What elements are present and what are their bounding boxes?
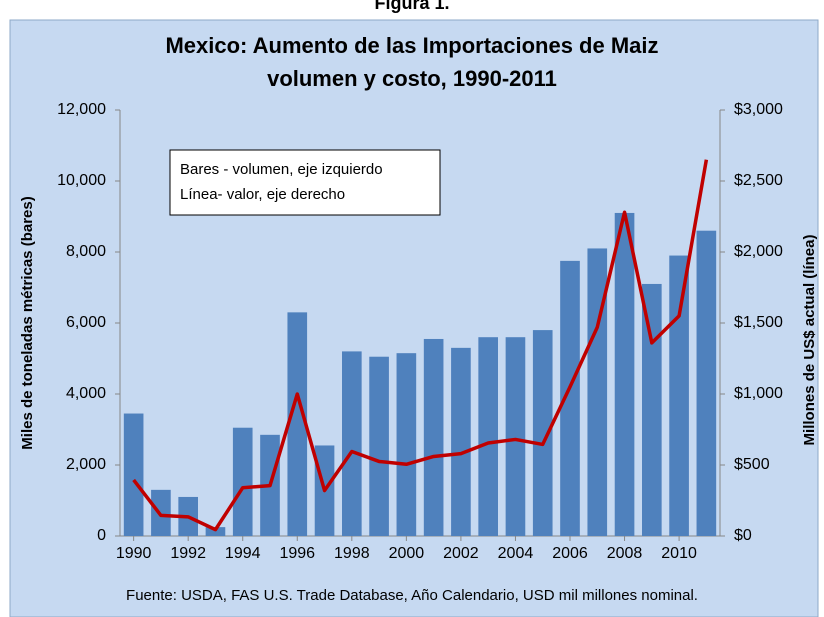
y2-tick-label: $0 (734, 527, 752, 544)
bar (478, 337, 498, 536)
chart-title: volumen y costo, 1990-2011 (267, 66, 557, 91)
bar (369, 356, 389, 536)
legend-box (169, 149, 441, 216)
y-tick-label: 8,000 (66, 243, 106, 260)
bar (451, 347, 471, 536)
x-tick-label: 1998 (334, 545, 370, 562)
bar (423, 338, 444, 536)
bar (560, 260, 580, 536)
y-tick-label: 0 (97, 527, 106, 544)
figure-label: Figura 1. (374, 0, 449, 13)
source-note: Fuente: USDA, FAS U.S. Trade Database, A… (126, 587, 698, 604)
bar (396, 353, 417, 536)
x-tick-label: 1992 (170, 545, 206, 562)
y2-tick-label: $3,000 (734, 101, 783, 118)
x-tick-label: 2004 (498, 545, 534, 562)
line (132, 159, 709, 532)
x-tick-label: 2008 (607, 545, 643, 562)
chart-title: Mexico: Aumento de las Importaciones de … (165, 33, 658, 58)
x-tick-label: 2002 (443, 545, 479, 562)
bar (669, 255, 689, 537)
x-tick-label: 1996 (279, 545, 315, 562)
bar (532, 330, 553, 536)
y2-tick-label: $2,000 (734, 243, 783, 260)
y-axis-title: Miles de toneladas métricas (bares) (19, 196, 36, 449)
x-tick-label: 2006 (552, 545, 588, 562)
bar (696, 230, 717, 536)
y-tick-label: 2,000 (66, 456, 106, 473)
y2-tick-label: $500 (734, 456, 770, 473)
annotation: Línea- valor, eje derecho (180, 186, 345, 203)
bar (205, 527, 226, 536)
bar (505, 337, 526, 536)
y-tick-label: 6,000 (66, 314, 106, 331)
y2-tick-label: $2,500 (734, 172, 783, 189)
y-tick-label: 12,000 (57, 101, 106, 118)
bar (587, 248, 608, 536)
y-tick-label: 10,000 (57, 172, 106, 189)
bar (614, 212, 635, 536)
x-tick-label: 2010 (661, 545, 697, 562)
annotation: Bares - volumen, eje izquierdo (180, 161, 383, 178)
x-tick-label: 2000 (389, 545, 425, 562)
y2-axis-title: Millones de US$ actual (línea) (801, 235, 818, 446)
y-tick-label: 4,000 (66, 385, 106, 402)
x-tick-label: 1994 (225, 545, 261, 562)
y2-tick-label: $1,500 (734, 314, 783, 331)
x-tick-label: 1990 (116, 545, 152, 562)
bar (123, 413, 144, 536)
bar (642, 283, 662, 536)
y2-tick-label: $1,000 (734, 385, 783, 402)
bar (342, 351, 362, 536)
bar (287, 312, 308, 536)
bar (232, 427, 253, 536)
